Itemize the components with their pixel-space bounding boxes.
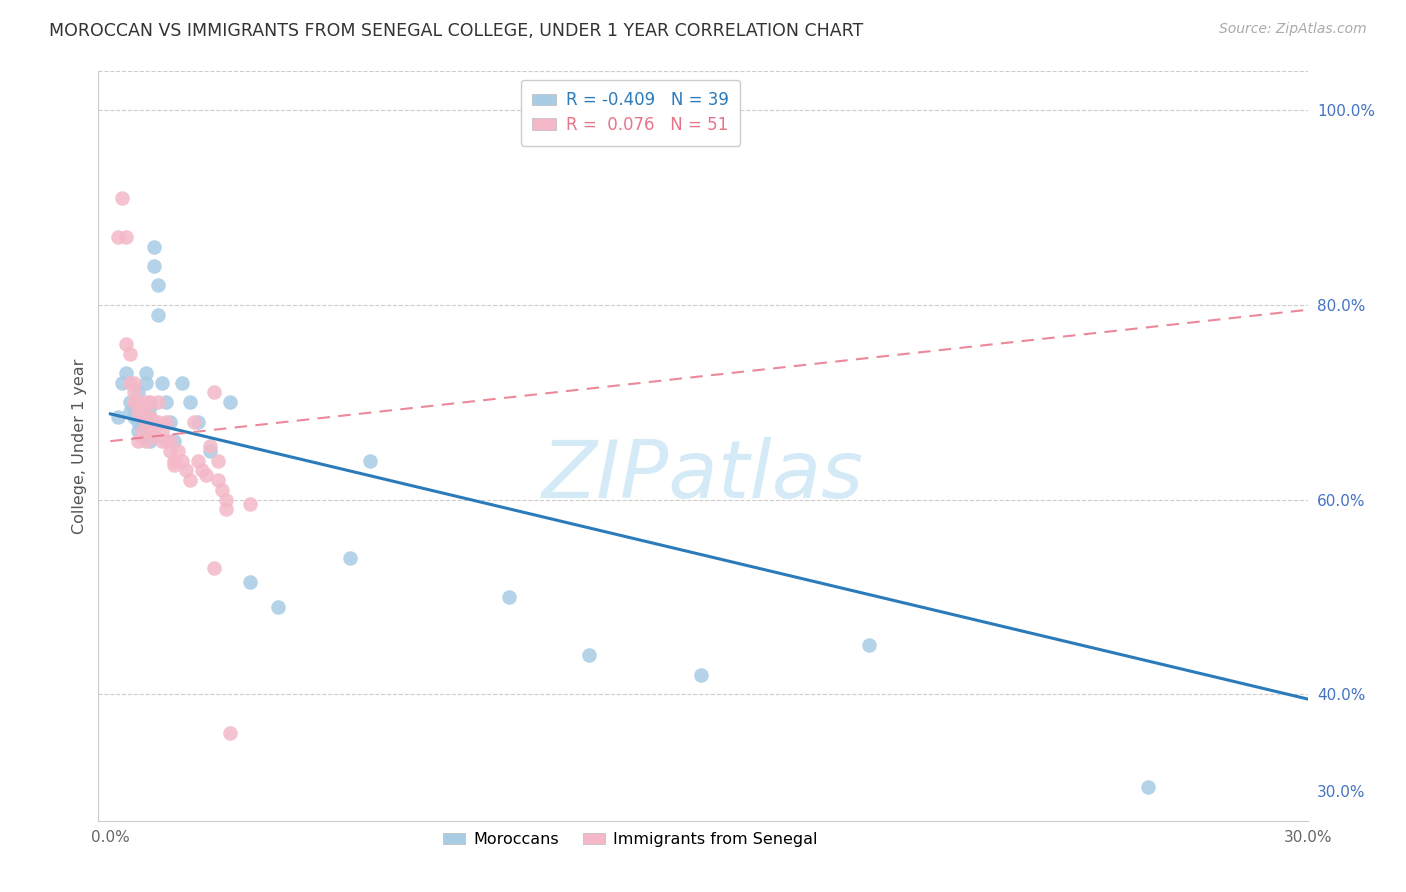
Point [339, 550, 361, 565]
Point [127, 385, 149, 400]
Point [150, 434, 173, 449]
Point [120, 346, 142, 360]
Point [139, 409, 162, 424]
Point [174, 463, 197, 477]
Text: ZIPatlas: ZIPatlas [541, 437, 865, 515]
Point [202, 560, 225, 574]
Point [131, 429, 153, 443]
Y-axis label: College, Under 1 year: College, Under 1 year [72, 359, 87, 533]
Point [124, 400, 146, 414]
Point [159, 434, 181, 449]
Point [139, 434, 162, 449]
Point [1136, 780, 1159, 794]
Point [159, 415, 181, 429]
Point [150, 376, 173, 390]
Point [124, 376, 146, 390]
Point [139, 409, 162, 424]
Point [858, 639, 880, 653]
Point [148, 308, 170, 322]
Point [143, 415, 166, 429]
Point [198, 439, 221, 453]
Point [195, 468, 218, 483]
Point [187, 415, 209, 429]
Point [120, 395, 142, 409]
Point [131, 419, 153, 434]
Point [111, 191, 134, 205]
Point [163, 453, 186, 467]
Point [139, 395, 162, 409]
Legend: Moroccans, Immigrants from Senegal: Moroccans, Immigrants from Senegal [437, 826, 824, 854]
Point [127, 395, 149, 409]
Point [120, 405, 142, 419]
Point [107, 229, 129, 244]
Point [131, 425, 153, 439]
Point [207, 453, 229, 467]
Point [215, 502, 238, 516]
Point [172, 453, 194, 467]
Point [219, 395, 242, 409]
Point [148, 278, 170, 293]
Point [115, 336, 138, 351]
Point [120, 376, 142, 390]
Point [183, 415, 205, 429]
Point [207, 473, 229, 487]
Point [267, 599, 290, 614]
Point [359, 453, 381, 467]
Point [690, 667, 713, 681]
Point [135, 366, 157, 380]
Point [124, 409, 146, 424]
Point [135, 376, 157, 390]
Point [163, 458, 186, 473]
Point [215, 492, 238, 507]
Point [127, 405, 149, 419]
Point [139, 425, 162, 439]
Point [211, 483, 233, 497]
Point [127, 415, 149, 429]
Point [219, 726, 242, 740]
Point [155, 434, 177, 449]
Point [179, 395, 201, 409]
Point [139, 400, 162, 414]
Point [198, 443, 221, 458]
Point [202, 385, 225, 400]
Point [115, 366, 138, 380]
Point [155, 415, 177, 429]
Point [124, 395, 146, 409]
Point [179, 473, 201, 487]
Point [150, 425, 173, 439]
Point [163, 434, 186, 449]
Point [127, 434, 149, 449]
Point [135, 395, 157, 409]
Text: MOROCCAN VS IMMIGRANTS FROM SENEGAL COLLEGE, UNDER 1 YEAR CORRELATION CHART: MOROCCAN VS IMMIGRANTS FROM SENEGAL COLL… [49, 22, 863, 40]
Point [239, 575, 262, 590]
Point [143, 239, 166, 253]
Point [131, 400, 153, 414]
Point [131, 409, 153, 424]
Point [498, 590, 520, 604]
Point [578, 648, 600, 663]
Text: Source: ZipAtlas.com: Source: ZipAtlas.com [1219, 22, 1367, 37]
Point [191, 463, 214, 477]
Point [148, 395, 170, 409]
Point [148, 415, 170, 429]
Point [155, 395, 177, 409]
Point [143, 259, 166, 273]
Point [187, 453, 209, 467]
Point [143, 429, 166, 443]
Point [107, 409, 129, 424]
Point [115, 229, 138, 244]
Point [167, 443, 190, 458]
Point [127, 425, 149, 439]
Point [135, 434, 157, 449]
Point [111, 376, 134, 390]
Point [124, 385, 146, 400]
Point [159, 443, 181, 458]
Point [239, 497, 262, 511]
Point [172, 376, 194, 390]
Point [135, 409, 157, 424]
